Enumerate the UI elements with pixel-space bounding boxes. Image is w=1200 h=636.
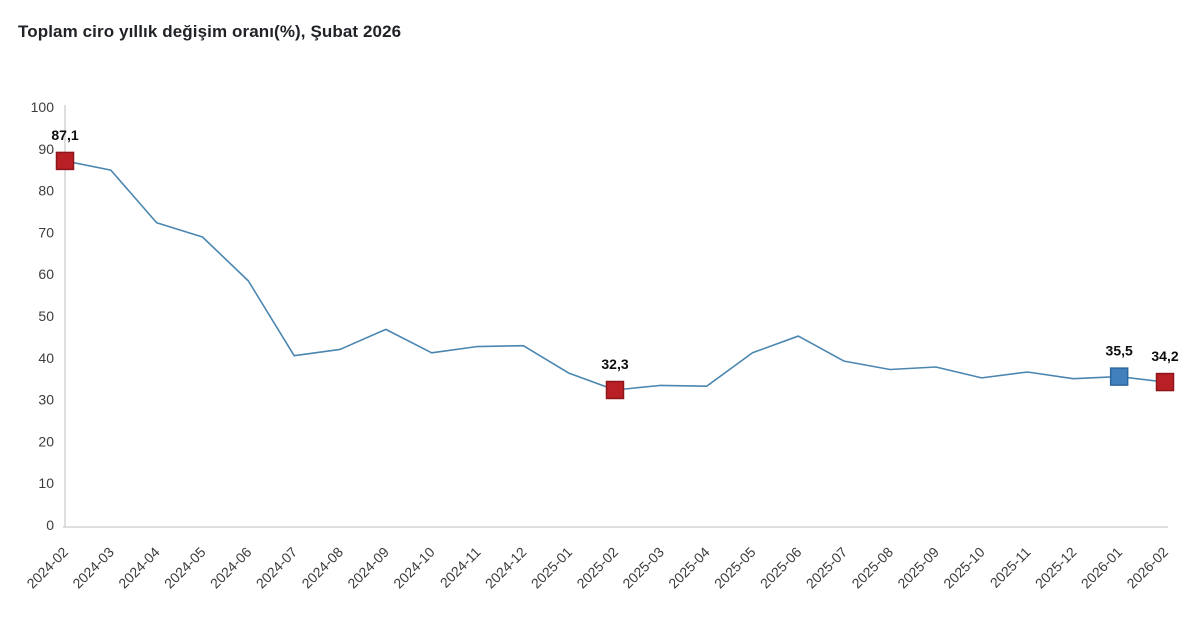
data-marker [605, 380, 625, 400]
x-tick-label: 2025-12 [1032, 544, 1080, 592]
x-tick-label: 2026-02 [1123, 544, 1171, 592]
x-tick-label: 2024-02 [23, 544, 71, 592]
x-tick-label: 2024-07 [253, 544, 301, 592]
y-tick-label: 90 [38, 141, 54, 157]
y-tick-label: 30 [38, 392, 54, 408]
x-tick-label: 2024-09 [344, 544, 392, 592]
y-tick-label: 10 [38, 475, 54, 491]
chart-title: Toplam ciro yıllık değişim oranı(%), Şub… [18, 22, 402, 41]
y-tick-label: 60 [38, 266, 54, 282]
y-tick-label: 80 [38, 183, 54, 199]
y-tick-label: 100 [31, 99, 55, 115]
y-tick-label: 20 [38, 433, 54, 449]
data-point-label: 87,1 [51, 127, 78, 143]
y-tick-label: 50 [38, 308, 54, 324]
x-tick-label: 2025-05 [711, 544, 759, 592]
x-tick-label: 2025-02 [573, 544, 621, 592]
data-marker [55, 151, 75, 171]
x-tick-label: 2025-08 [848, 544, 896, 592]
data-point-label: 34,2 [1151, 348, 1178, 364]
x-tick-label: 2024-08 [298, 544, 346, 592]
x-tick-label: 2024-12 [482, 544, 530, 592]
x-tick-label: 2026-01 [1078, 544, 1126, 592]
data-marker [1155, 372, 1175, 392]
data-point-label: 35,5 [1106, 343, 1133, 359]
x-tick-label: 2024-04 [115, 544, 163, 592]
y-tick-label: 40 [38, 350, 54, 366]
x-tick-label: 2025-01 [528, 544, 576, 592]
y-tick-label: 70 [38, 224, 54, 240]
data-point-label: 32,3 [601, 356, 628, 372]
x-tick-label: 2025-09 [894, 544, 942, 592]
x-tick-label: 2024-05 [161, 544, 209, 592]
x-tick-label: 2025-11 [987, 544, 1034, 591]
x-tick-label: 2024-10 [390, 544, 438, 592]
x-tick-label: 2025-04 [665, 544, 713, 592]
x-tick-label: 2025-06 [757, 544, 805, 592]
x-tick-label: 2024-03 [69, 544, 117, 592]
x-tick-label: 2025-10 [940, 544, 988, 592]
x-tick-label: 2024-11 [437, 544, 484, 591]
x-tick-label: 2025-07 [803, 544, 851, 592]
x-tick-label: 2025-03 [619, 544, 667, 592]
y-tick-label: 0 [46, 517, 54, 533]
x-tick-label: 2024-06 [207, 544, 255, 592]
data-marker [1109, 367, 1129, 386]
